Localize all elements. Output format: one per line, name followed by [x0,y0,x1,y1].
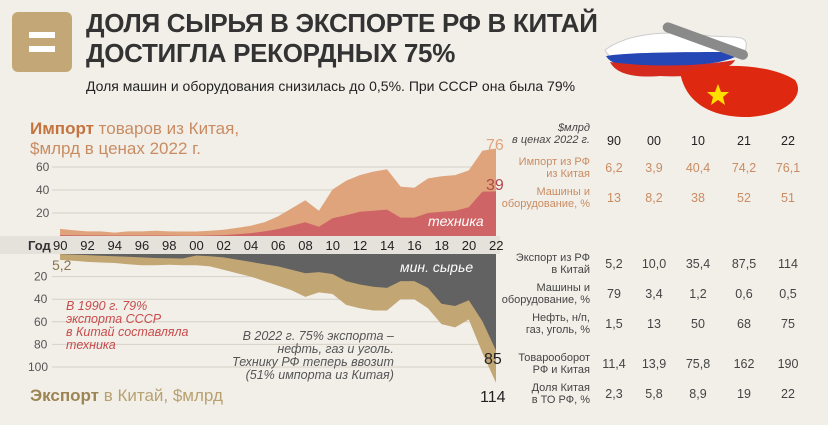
table-row-label: Экспорт из РФ в Китай [515,252,590,276]
table-cell: 3,4 [645,287,663,301]
table-cell: 75,8 [685,357,711,371]
table-cell: 52 [737,191,751,205]
table-cell: 13 [607,191,621,205]
x-tick: 00 [189,238,203,253]
table-cell: 190 [777,357,799,371]
table-cell: 5,2 [605,257,623,271]
table-cell: 50 [691,317,705,331]
y2022-annotation: В 2022 г. 75% экспорта – нефть, газ и уг… [232,329,394,382]
table-cell: 38 [691,191,705,205]
table-header-label: $млрд в ценах 2022 г. [512,122,590,146]
table-year-header: 90 [607,134,621,148]
table-cell: 35,4 [685,257,711,271]
export-start-label: 5,2 [52,257,72,273]
table-cell: 10,0 [641,257,667,271]
tech-series-label: техника [428,213,484,229]
import-y-tick: 20 [36,206,50,220]
axis-year-label: Год [28,238,51,253]
export-total-end-label: 114 [480,389,506,406]
table-year-header: 22 [781,134,795,148]
import-y-tick: 60 [36,160,50,174]
import-tech-end-label: 39 [486,177,504,194]
table-cell: 1,2 [689,287,707,301]
x-tick: 06 [271,238,285,253]
x-tick: 96 [135,238,149,253]
page-subtitle: Доля машин и оборудования снизилась до 0… [86,78,576,94]
x-tick: 14 [380,238,394,253]
x-tick: 18 [435,238,449,253]
export-y-tick: 60 [34,315,48,329]
table-cell: 11,4 [602,357,626,371]
import-y-tick: 40 [36,183,50,197]
table-row-label: Нефть, н/п, газ, уголь, % [525,312,590,336]
import-tech-area [60,191,496,236]
year-band [0,236,500,254]
x-tick: 94 [108,238,122,253]
table-cell: 2,3 [605,387,623,401]
page-title: ДОЛЯ СЫРЬЯ В ЭКСПОРТЕ РФ В КИТАЙ ДОСТИГЛ… [86,8,598,68]
table-row-label: Машины и оборудование, % [501,282,590,306]
table-row-label: Импорт из РФ из Китая [518,156,590,180]
x-tick: 04 [244,238,258,253]
logo-icon [12,12,72,72]
export-y-tick: 40 [34,292,48,306]
table-cell: 13 [647,317,661,331]
table-cell: 19 [737,387,751,401]
export-raw-area [60,254,496,351]
export-y-ticks: 20 40 60 80 100 [28,270,48,374]
table-cell: 0,5 [779,287,797,301]
table-cell: 75 [781,317,795,331]
table-cell: 8,2 [645,191,663,205]
table-cell: 8,9 [689,387,707,401]
x-tick: 22 [489,238,503,253]
x-tick: 20 [462,238,476,253]
table-cell: 40,4 [685,161,711,175]
table-cell: 79 [607,287,621,301]
x-ticks: 90 92 94 96 98 00 02 04 06 08 10 12 14 16 18 20 22 [53,238,503,253]
table-year-header: 10 [691,134,705,148]
import-chart-title: Импорт товаров из Китая, $млрд в ценах 2… [30,119,240,158]
table-cell: 6,2 [605,161,623,175]
x-tick: 92 [80,238,94,253]
export-chart-title: Экспорт в Китай, $млрд [30,386,223,405]
export-y-tick: 20 [34,270,48,284]
x-tick: 12 [353,238,367,253]
table-row-label: Машины и оборудование, % [501,186,590,210]
x-tick: 16 [407,238,421,253]
x-tick: 10 [326,238,340,253]
export-y-tick: 80 [34,337,48,351]
table-cell: 0,6 [735,287,753,301]
table-cell: 87,5 [731,257,757,271]
trade-chart: 20 40 60 20 40 60 80 100 Год 90 92 94 96 98 00 02 04 0… [0,137,506,406]
table-year-header: 21 [737,134,751,148]
russia-china-map-icon [604,22,798,118]
export-raw-end-label: 85 [484,351,502,368]
x-tick: 98 [162,238,176,253]
table-row-label: Доля Китая в ТО РФ, % [531,382,590,406]
table-cell: 51 [781,191,795,205]
import-total-end-label: 76 [486,137,504,154]
import-y-ticks: 20 40 60 [36,160,50,220]
table-cell: 3,9 [645,161,663,175]
export-y-tick: 100 [28,360,48,374]
table-cell: 76,1 [775,161,801,175]
table-cell: 1,5 [605,317,623,331]
table-cell: 74,2 [731,161,757,175]
table-row-label: Товарооборот РФ и Китая [518,352,590,376]
table-cell: 22 [781,387,795,401]
x-tick: 02 [217,238,231,253]
table-year-header: 00 [647,134,661,148]
table-cell: 5,8 [645,387,663,401]
ussr-annotation: В 1990 г. 79% экспорта СССР в Китай сост… [66,299,189,352]
table-cell: 13,9 [641,357,667,371]
x-tick: 08 [298,238,312,253]
raw-series-label: мин. сырье [400,259,473,275]
table-cell: 114 [778,257,798,271]
table-cell: 68 [737,317,751,331]
table-cell: 162 [733,357,755,371]
x-tick: 90 [53,238,67,253]
